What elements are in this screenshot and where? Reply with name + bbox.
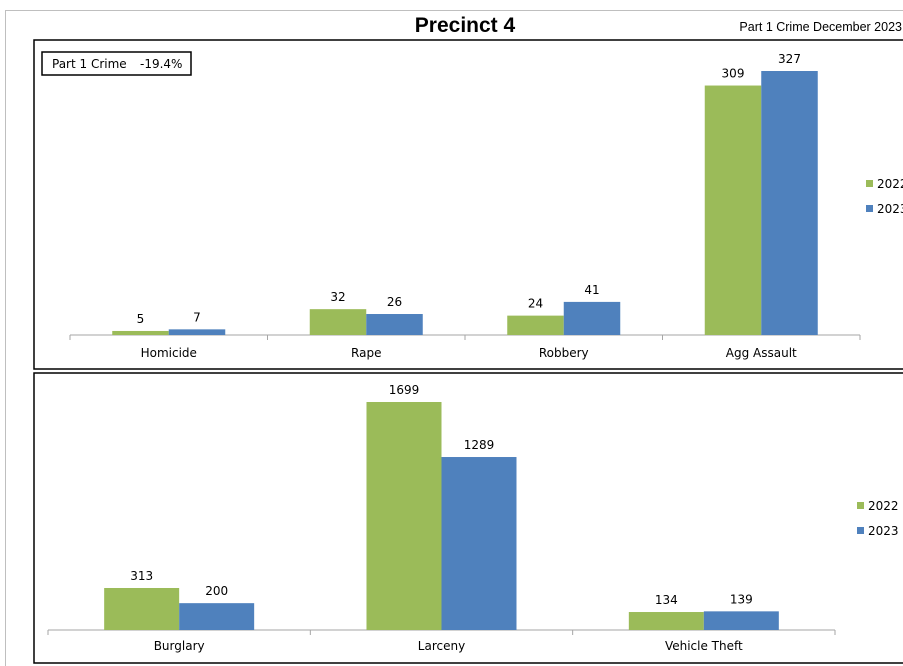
chart1-annotation-label: Part 1 Crime [52, 57, 127, 71]
chart1-bar-2022 [507, 315, 564, 335]
chart1-bar-2023 [366, 314, 423, 335]
chart2-data-label: 1289 [464, 438, 495, 452]
chart2-category-label: Vehicle Theft [665, 639, 743, 653]
chart1-bar-2023 [563, 301, 621, 335]
chart2-data-label: 1699 [389, 383, 420, 397]
chart2-legend-label: 2022 [868, 499, 899, 513]
chart1-category-label: Agg Assault [726, 346, 797, 360]
chart1-category-label: Rape [351, 346, 381, 360]
chart1-legend-label: 2022 [877, 177, 903, 191]
chart1-frame [33, 39, 903, 370]
chart2-legend-swatch [857, 502, 864, 509]
chart2-legend-label: 2023 [868, 524, 899, 538]
chart1-bar-2023 [761, 71, 818, 335]
chart1-data-label: 5 [137, 312, 145, 326]
page-title: Precinct 4 [414, 14, 516, 37]
chart1-category-label: Homicide [141, 346, 197, 360]
chart2-bar-2022 [628, 612, 704, 630]
chart2-legend-swatch [857, 527, 864, 534]
chart1-annotation-value: -19.4% [140, 57, 182, 71]
chart2-data-label: 200 [205, 584, 228, 598]
chart1-data-label: 32 [330, 290, 345, 304]
chart2-bar-2023 [179, 603, 255, 630]
page-border [5, 10, 903, 666]
page-subtitle: Part 1 Crime December 2023 [739, 20, 902, 34]
chart2-bar-2022 [104, 587, 180, 630]
chart2-category-label: Larceny [418, 639, 465, 653]
chart1-data-label: 309 [722, 67, 745, 81]
chart2-bar-2022 [366, 402, 442, 630]
chart1-data-label: 26 [387, 295, 402, 309]
chart1-annotation-box [41, 51, 192, 76]
chart1-bar-2023 [168, 329, 226, 335]
chart2-data-label: 139 [730, 592, 753, 606]
chart1-bar-2022 [704, 85, 762, 336]
chart2-bar-2023 [703, 611, 779, 630]
chart1-category-label: Robbery [539, 346, 589, 360]
chart2-data-label: 134 [655, 593, 678, 607]
chart1-legend-label: 2023 [877, 202, 903, 216]
chart1-data-label: 41 [584, 283, 599, 297]
chart1-bar-2022 [309, 309, 367, 335]
chart1-data-label: 327 [778, 52, 801, 66]
chart1-legend-swatch [866, 180, 873, 187]
chart2-category-label: Burglary [154, 639, 205, 653]
chart1-bar-2022 [112, 330, 169, 335]
chart2-frame [33, 372, 903, 664]
chart1-data-label: 24 [528, 297, 543, 311]
chart2-data-label: 313 [130, 569, 153, 583]
chart2-bar-2023 [441, 457, 517, 630]
chart1-data-label: 7 [193, 310, 201, 324]
chart1-legend-swatch [866, 205, 873, 212]
